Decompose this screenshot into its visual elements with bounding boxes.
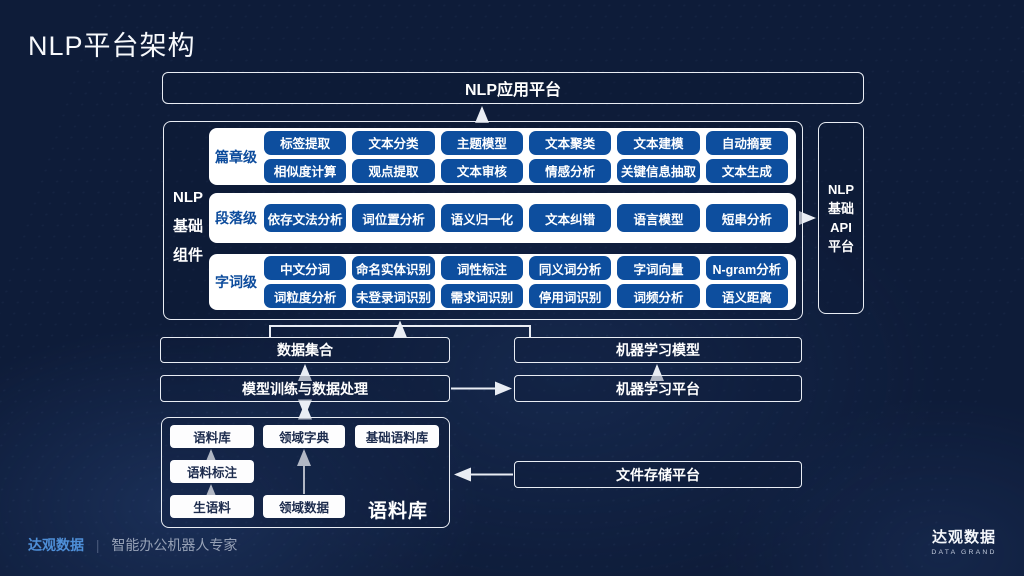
api-label-line: NLP	[827, 182, 854, 197]
component-chip: 语义归一化	[440, 204, 523, 232]
footer-tagline: 智能办公机器人专家	[111, 537, 238, 553]
component-chip: 文本纠错	[529, 204, 612, 232]
slide-title: NLP平台架构	[28, 31, 196, 61]
ml-platform-box: 机器学习平台	[514, 375, 802, 402]
component-chip: 词频分析	[617, 284, 700, 308]
ml-model-label: 机器学习模型	[616, 342, 700, 358]
corpus-section-label: 语料库	[368, 501, 429, 522]
chip-row: 依存文法分析 词位置分析 语义归一化 文本纠错 语言模型 短串分析	[264, 204, 788, 232]
component-chip: 字词向量	[617, 256, 700, 280]
component-chip: 文本建模	[617, 130, 700, 155]
component-chip: 文本生成	[705, 158, 788, 183]
component-chip: 依存文法分析	[264, 204, 347, 232]
data-collection-label: 数据集合	[277, 342, 333, 358]
nlp-api-platform-label: NLP 基础 API 平台	[828, 180, 854, 256]
corpus-annotation-box: 语料标注	[170, 460, 254, 483]
component-chip: 情感分析	[529, 158, 612, 183]
chip-row: 中文分词 命名实体识别 词性标注 同义词分析 字词向量 N-gram分析	[264, 256, 788, 280]
component-chip: 词性标注	[440, 256, 523, 280]
component-chip: 关键信息抽取	[617, 158, 700, 183]
component-chip: N-gram分析	[705, 256, 788, 280]
component-chip: 命名实体识别	[352, 256, 435, 280]
footer-brand: 达观数据	[28, 537, 84, 553]
chip-rows: 依存文法分析 词位置分析 语义归一化 文本纠错 语言模型 短串分析	[264, 204, 788, 232]
level-label: 篇章级	[215, 148, 257, 165]
nlp-components-label: NLP 基础 组件	[169, 183, 207, 270]
file-storage-label: 文件存储平台	[616, 466, 700, 483]
api-label-line: 平台	[827, 239, 854, 254]
component-chip: 语义距离	[705, 284, 788, 308]
level-strip-paragraph: 段落级 依存文法分析 词位置分析 语义归一化 文本纠错 语言模型 短串分析	[209, 193, 796, 243]
component-chip: 相似度计算	[264, 158, 347, 183]
component-chip: 文本聚类	[529, 130, 612, 155]
domain-dict-box: 领域字典	[263, 425, 345, 448]
level-strip-word: 字词级 中文分词 命名实体识别 词性标注 同义词分析 字词向量 N-gram分析 词粒度分析…	[209, 254, 796, 310]
model-training-box: 模型训练与数据处理	[160, 375, 450, 402]
api-label-line: 基础	[827, 201, 854, 216]
components-label-line: 组件	[172, 247, 203, 264]
data-collection-box: 数据集合	[160, 337, 450, 363]
raw-corpus-box: 生语料	[170, 495, 254, 518]
chip-row: 标签提取 文本分类 主题模型 文本聚类 文本建模 自动摘要	[264, 130, 788, 155]
component-chip: 中文分词	[264, 256, 347, 280]
chip-rows: 中文分词 命名实体识别 词性标注 同义词分析 字词向量 N-gram分析 词粒度分析 未登录词…	[264, 256, 788, 308]
base-corpus-box: 基础语料库	[355, 425, 439, 448]
nlp-app-platform-label: NLP应用平台	[464, 82, 561, 99]
component-chip: 标签提取	[264, 130, 347, 155]
component-chip: 主题模型	[440, 130, 523, 155]
nlp-app-platform-box: NLP应用平台	[162, 72, 864, 104]
component-chip: 停用词识别	[529, 284, 612, 308]
logo-subtitle: DATA GRAND	[931, 549, 997, 556]
level-label: 字词级	[215, 274, 257, 290]
component-chip: 自动摘要	[705, 130, 788, 155]
components-label-line: NLP	[173, 189, 203, 206]
api-label-line: API	[830, 220, 852, 235]
model-training-label: 模型训练与数据处理	[242, 380, 368, 397]
component-chip: 需求词识别	[440, 284, 523, 308]
datagrand-logo: 达观数据 DATA GRAND	[931, 526, 997, 556]
footer-left: 达观数据 | 智能办公机器人专家	[28, 535, 237, 555]
domain-data-box: 领域数据	[263, 495, 345, 518]
level-label: 段落级	[215, 210, 257, 226]
level-strip-document: 篇章级 标签提取 文本分类 主题模型 文本聚类 文本建模 自动摘要 相似度计算 观点提取 文本审…	[209, 128, 796, 185]
file-storage-box: 文件存储平台	[514, 461, 802, 488]
logo-name: 达观数据	[931, 529, 996, 546]
component-chip: 未登录词识别	[352, 284, 435, 308]
component-chip: 语言模型	[617, 204, 700, 232]
chip-rows: 标签提取 文本分类 主题模型 文本聚类 文本建模 自动摘要 相似度计算 观点提取 文本审核 情感分…	[264, 130, 788, 183]
footer-separator: |	[95, 537, 100, 553]
component-chip: 文本分类	[352, 130, 435, 155]
component-chip: 文本审核	[440, 158, 523, 183]
component-chip: 词位置分析	[352, 204, 435, 232]
ml-platform-label: 机器学习平台	[616, 380, 700, 397]
corpus-db-box: 语料库	[170, 425, 254, 448]
component-chip: 同义词分析	[529, 256, 612, 280]
ml-model-box: 机器学习模型	[514, 337, 802, 363]
chip-row: 词粒度分析 未登录词识别 需求词识别 停用词识别 词频分析 语义距离	[264, 284, 788, 308]
component-chip: 观点提取	[352, 158, 435, 183]
component-chip: 词粒度分析	[264, 284, 347, 308]
components-label-line: 基础	[172, 218, 203, 235]
chip-row: 相似度计算 观点提取 文本审核 情感分析 关键信息抽取 文本生成	[264, 158, 788, 183]
component-chip: 短串分析	[705, 204, 788, 232]
nlp-api-platform-box: NLP 基础 API 平台	[818, 122, 864, 314]
